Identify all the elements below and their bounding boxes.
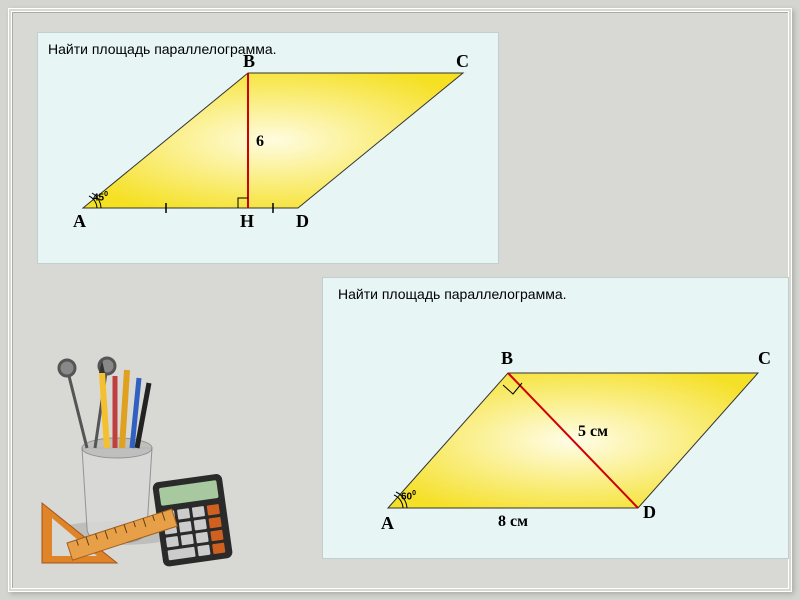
- label-b1: B: [243, 51, 255, 72]
- label-a2: A: [381, 513, 394, 534]
- label-d1: D: [296, 211, 309, 232]
- base-value: 8 см: [498, 513, 528, 531]
- panel-2: Найти площадь параллелограмма. A B C D 5…: [322, 277, 789, 559]
- panel-1: Найти площадь параллелограмма. A B C D H…: [37, 32, 499, 264]
- parallelogram-1: [83, 73, 463, 208]
- diagram-1: [38, 33, 498, 263]
- label-a1: A: [73, 211, 86, 232]
- stationery-clipart: [37, 348, 257, 568]
- slide-frame: Найти площадь параллелограмма. A B C D H…: [8, 8, 792, 592]
- label-h1: H: [240, 211, 254, 232]
- height-value-1: 6: [256, 133, 264, 151]
- label-b2: B: [501, 348, 513, 369]
- label-c2: C: [758, 348, 771, 369]
- label-c1: C: [456, 51, 469, 72]
- label-d2: D: [643, 502, 656, 523]
- angle-45: 450: [93, 191, 108, 203]
- angle-60: 600: [401, 490, 416, 502]
- diag-value: 5 см: [578, 423, 608, 441]
